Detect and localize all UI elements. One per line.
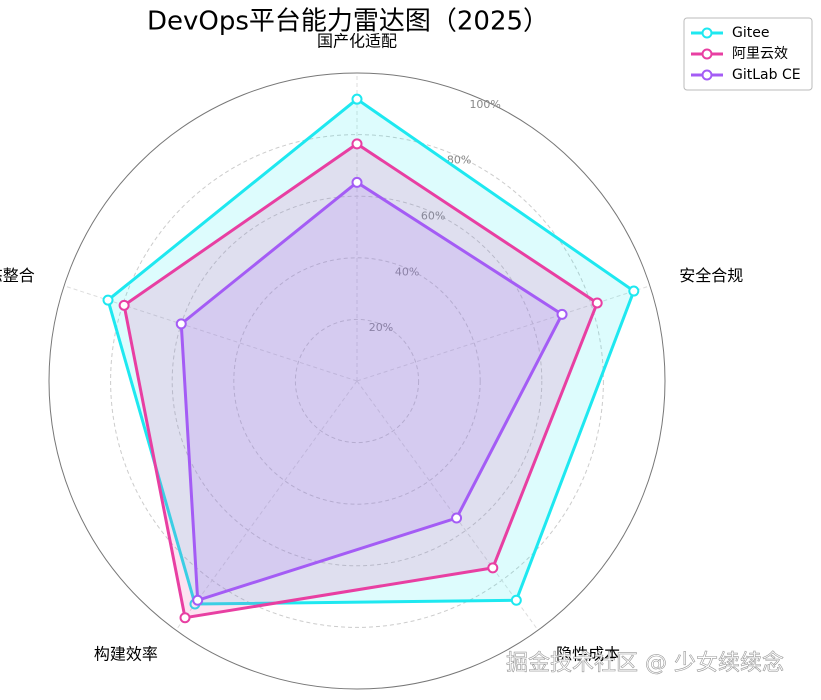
- series-line: [122, 142, 600, 620]
- legend-marker: [701, 48, 713, 60]
- legend-box: [683, 17, 813, 91]
- watermark: 掘金技术社区 @ 少女续续念: [506, 651, 784, 676]
- r-tick-label: 100%: [469, 98, 500, 111]
- category-label: 安全合规: [679, 266, 743, 285]
- category-label: 隐性成本: [556, 645, 620, 664]
- legend-marker: [701, 69, 713, 81]
- series-marker: [487, 562, 499, 574]
- series-marker: [102, 294, 114, 306]
- category-label: 生态整合: [0, 266, 35, 285]
- series-marker: [451, 512, 463, 524]
- spoke: [356, 380, 539, 631]
- series-line: [106, 97, 636, 606]
- legend-label: Gitee: [732, 25, 769, 41]
- series-marker: [351, 138, 363, 150]
- category-label: 构建效率: [94, 645, 158, 664]
- series-marker: [556, 308, 568, 320]
- r-tick-label: 60%: [421, 210, 445, 223]
- category-label: 国产化适配: [317, 32, 397, 51]
- series-marker: [118, 299, 130, 311]
- r-tick-label: 80%: [447, 154, 471, 167]
- series-marker: [591, 297, 603, 309]
- series-line: [179, 180, 565, 603]
- series-marker: [510, 594, 522, 606]
- grid-circle: [48, 72, 666, 690]
- series-marker: [351, 93, 363, 105]
- chart-title: DevOps平台能力雷达图（2025）: [147, 7, 549, 37]
- grid-circle: [294, 318, 420, 444]
- r-tick-label: 20%: [369, 321, 393, 334]
- series-marker: [175, 318, 187, 330]
- r-tick-label: 40%: [395, 265, 419, 278]
- legend-label: GitLab CE: [732, 67, 801, 83]
- grid-circle: [233, 257, 481, 505]
- series-marker: [351, 176, 363, 188]
- spoke: [63, 285, 358, 382]
- series-marker: [179, 612, 191, 624]
- legend: Gitee 阿里云效 GitLab CE: [683, 17, 813, 91]
- spoke: [175, 380, 358, 631]
- legend-label: 阿里云效: [732, 46, 788, 62]
- series-marker: [628, 285, 640, 297]
- legend-marker: [701, 27, 713, 39]
- spoke: [356, 285, 651, 382]
- grid-circle: [110, 134, 604, 628]
- series-marker: [192, 594, 204, 606]
